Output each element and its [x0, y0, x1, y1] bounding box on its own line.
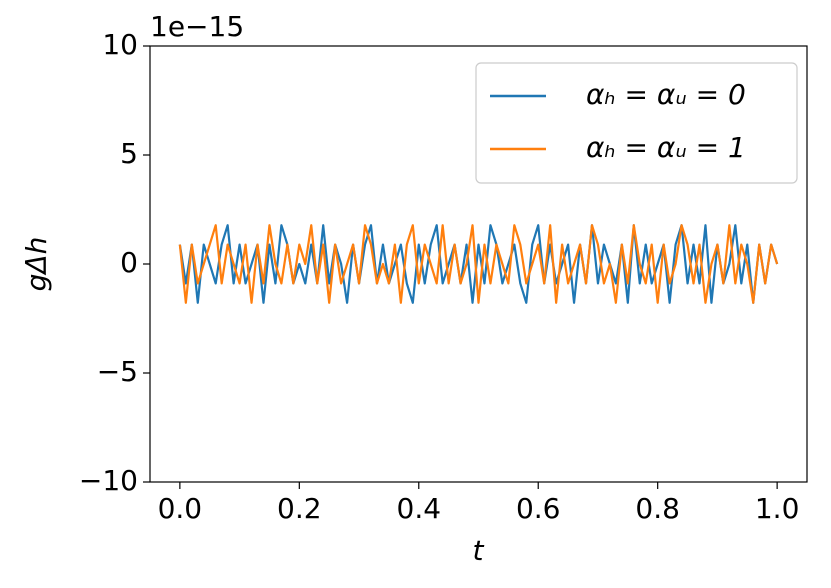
x-tick-label: 1.0 [755, 492, 800, 525]
legend-box [475, 62, 798, 184]
legend-label: αₕ = αᵤ = 0 [586, 78, 746, 111]
data-line [178, 224, 779, 304]
x-tick-label: 0.4 [397, 492, 442, 525]
legend-label: αₕ = αᵤ = 1 [586, 131, 746, 164]
x-tick-label: 0.6 [516, 492, 561, 525]
x-tick-label: 0.8 [635, 492, 680, 525]
offset-text: 1e−15 [150, 10, 244, 43]
y-tick-label: 5 [120, 137, 138, 170]
y-tick-label: −5 [97, 355, 138, 388]
y-axis-label: gΔh [20, 237, 53, 292]
y-tick-label: 0 [120, 246, 138, 279]
axes-frame [149, 45, 808, 483]
x-axis-label: t [473, 534, 485, 567]
x-tick-label: 0.2 [277, 492, 322, 525]
data-line [178, 224, 779, 304]
y-tick-label: 10 [102, 28, 138, 61]
y-tick-label: −10 [79, 464, 138, 497]
x-tick-label: 0.0 [158, 492, 203, 525]
